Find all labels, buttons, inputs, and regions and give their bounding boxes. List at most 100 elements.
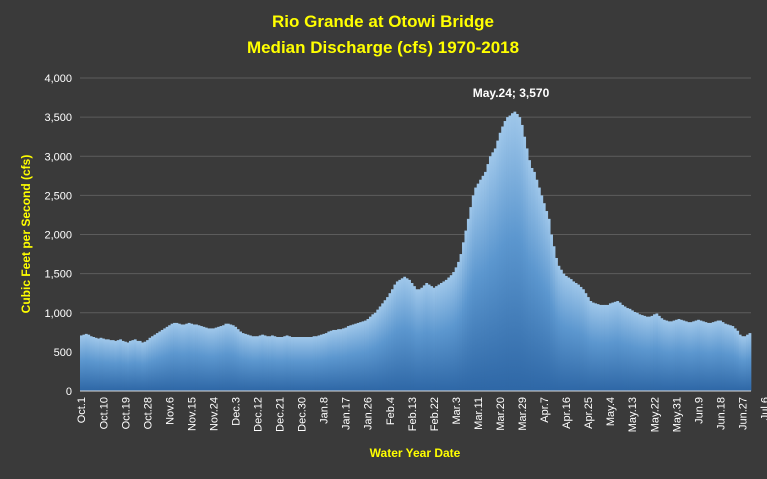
data-bar: [87, 334, 91, 391]
data-bar: [679, 319, 683, 391]
x-tick-label: Jul.6: [760, 397, 767, 420]
data-bar: [670, 321, 673, 391]
data-bar: [405, 278, 409, 391]
data-bar: [444, 279, 448, 391]
data-bar: [447, 277, 451, 391]
data-bar: [449, 275, 453, 391]
data-bar: [733, 328, 737, 391]
x-tick-label: Jun.18: [715, 397, 727, 430]
data-bar: [511, 113, 514, 392]
data-bar: [244, 333, 247, 391]
data-bar: [413, 286, 416, 391]
data-bar: [288, 336, 291, 391]
data-bar: [454, 267, 458, 391]
data-bar: [513, 111, 517, 392]
data-bar: [207, 328, 211, 391]
data-bar: [702, 321, 705, 391]
data-bar: [572, 281, 576, 391]
data-bar: [128, 340, 132, 391]
data-bar: [293, 337, 296, 391]
data-bar: [393, 284, 397, 391]
data-bar: [687, 322, 691, 391]
data-bar: [672, 320, 676, 391]
data-bar: [373, 312, 377, 391]
data-bar: [584, 293, 588, 391]
data-bar: [442, 281, 446, 391]
data-bar: [545, 211, 549, 391]
data-bar: [542, 203, 546, 391]
data-bar: [738, 334, 742, 391]
data-bar: [275, 337, 279, 391]
data-bar: [496, 140, 500, 391]
data-bar: [305, 337, 309, 391]
x-tick-label: Feb.4: [385, 397, 397, 425]
y-tick-label: 3,000: [44, 151, 72, 163]
y-tick-label: 2,500: [44, 190, 72, 202]
data-bar: [604, 304, 607, 391]
chart-subtitle: Median Discharge (cfs) 1970-2018: [247, 38, 519, 57]
data-bar: [569, 279, 573, 391]
data-bar: [653, 314, 656, 391]
data-bar: [728, 325, 732, 391]
data-bar: [366, 319, 370, 391]
data-bar: [471, 195, 475, 392]
data-bar: [721, 322, 725, 391]
data-bar: [329, 330, 333, 391]
data-bar: [675, 319, 678, 391]
data-bar: [704, 322, 708, 391]
data-bar: [324, 333, 328, 391]
data-bar: [209, 328, 213, 391]
data-bar: [241, 333, 245, 391]
data-bar: [307, 337, 311, 391]
data-bar: [395, 281, 399, 391]
data-bar: [628, 308, 632, 391]
data-bar: [364, 320, 367, 391]
data-bar: [317, 335, 321, 391]
data-bar: [682, 320, 686, 391]
x-tick-label: May.13: [627, 397, 639, 432]
x-tick-label: Dec.30: [297, 397, 309, 432]
x-tick-label: Apr.25: [583, 397, 595, 429]
data-bar: [160, 329, 164, 391]
data-bar: [248, 335, 252, 391]
data-bar: [692, 321, 696, 391]
data-bar: [550, 234, 553, 391]
x-tick-label: Nov.24: [209, 397, 221, 431]
data-bar: [410, 283, 414, 391]
data-bar: [540, 195, 544, 392]
data-bar: [711, 322, 715, 391]
data-bar: [177, 323, 181, 391]
x-tick-label: Dec.12: [253, 397, 265, 432]
data-bar: [452, 272, 456, 391]
x-axis-title: Water Year Date: [370, 446, 461, 460]
data-bar: [359, 322, 362, 391]
data-bar: [616, 301, 620, 391]
x-tick-label: Nov.6: [164, 397, 176, 425]
data-bar: [168, 325, 171, 391]
data-bar: [459, 254, 463, 391]
data-bar: [486, 164, 490, 391]
data-bar: [631, 310, 634, 391]
data-bar: [143, 341, 147, 391]
data-bar: [665, 320, 669, 391]
x-tick-label: Oct.19: [120, 397, 132, 429]
chart-title: Rio Grande at Otowi Bridge: [272, 12, 494, 31]
x-tick-label: May.31: [671, 397, 683, 432]
data-bar: [741, 336, 744, 391]
data-bar: [528, 160, 531, 391]
data-bar: [716, 320, 720, 391]
data-bar: [261, 334, 265, 391]
data-bar: [229, 324, 233, 391]
data-bar: [388, 293, 392, 391]
data-bar: [131, 340, 135, 391]
data-bar: [273, 336, 277, 391]
x-tick-label: Feb.13: [407, 397, 419, 431]
data-bar: [645, 316, 649, 391]
data-bar: [515, 114, 519, 391]
data-bar: [743, 336, 747, 391]
data-bar: [138, 340, 142, 391]
data-bar: [114, 340, 118, 391]
data-bar: [403, 276, 407, 391]
data-bar: [491, 152, 495, 391]
data-bar: [599, 304, 602, 391]
